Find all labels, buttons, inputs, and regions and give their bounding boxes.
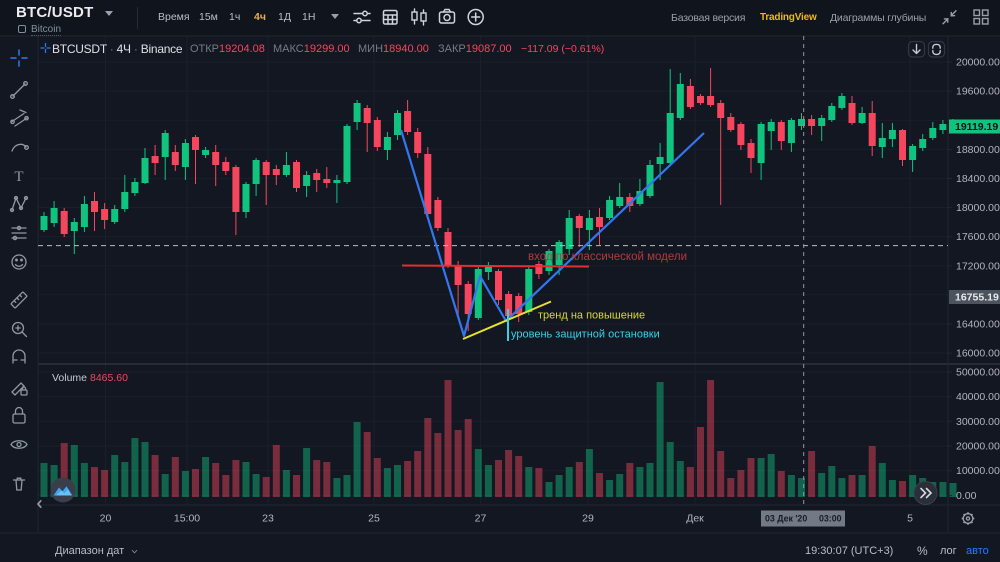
svg-text:20: 20 — [100, 513, 112, 525]
svg-text:17600.00: 17600.00 — [956, 231, 1000, 243]
svg-text:16000.00: 16000.00 — [956, 348, 1000, 360]
svg-text:Дек: Дек — [686, 513, 704, 525]
svg-text:МИН18940.00: МИН18940.00 — [358, 43, 429, 55]
svg-text:19600.00: 19600.00 — [956, 86, 1000, 98]
svg-text:BTCUSDT · 4Ч · Binance: BTCUSDT · 4Ч · Binance — [52, 42, 183, 56]
svg-text:23: 23 — [262, 513, 274, 525]
svg-text:25: 25 — [368, 513, 380, 525]
svg-text:03:00: 03:00 — [819, 514, 842, 524]
svg-text:20000.00: 20000.00 — [956, 441, 1000, 453]
svg-text:29: 29 — [582, 513, 594, 525]
svg-text:−117.09 (−0.61%): −117.09 (−0.61%) — [521, 43, 604, 55]
svg-text:10000.00: 10000.00 — [956, 465, 1000, 477]
svg-text:МАКС19299.00: МАКС19299.00 — [273, 43, 350, 55]
svg-text:16400.00: 16400.00 — [956, 319, 1000, 331]
svg-text:Volume: Volume — [52, 372, 87, 384]
svg-text:ОТКР19204.08: ОТКР19204.08 — [190, 43, 265, 55]
svg-text:03 Дек '20: 03 Дек '20 — [765, 514, 807, 524]
svg-text:ЗАКР19087.00: ЗАКР19087.00 — [438, 43, 512, 55]
svg-text:50000.00: 50000.00 — [956, 366, 1000, 378]
svg-text:17200.00: 17200.00 — [956, 260, 1000, 272]
svg-text:0.00: 0.00 — [956, 490, 977, 502]
svg-text:15:00: 15:00 — [174, 513, 200, 525]
svg-text:40000.00: 40000.00 — [956, 391, 1000, 403]
svg-text:18800.00: 18800.00 — [956, 144, 1000, 156]
svg-text:18000.00: 18000.00 — [956, 202, 1000, 214]
svg-text:27: 27 — [475, 513, 487, 525]
svg-text:8465.60: 8465.60 — [90, 372, 128, 384]
svg-text:T: T — [14, 169, 23, 185]
svg-text:19119.19: 19119.19 — [955, 121, 998, 133]
svg-text:18400.00: 18400.00 — [956, 173, 1000, 185]
svg-text:уровень защитной остановки: уровень защитной остановки — [511, 329, 660, 341]
svg-text:30000.00: 30000.00 — [956, 416, 1000, 428]
svg-text:5: 5 — [907, 513, 913, 525]
svg-text:20000.00: 20000.00 — [956, 57, 1000, 69]
svg-text:вход по классической модели: вход по классической модели — [528, 251, 687, 263]
svg-text:тренд на повышение: тренд на повышение — [538, 310, 645, 322]
svg-text:16755.19: 16755.19 — [955, 292, 999, 304]
